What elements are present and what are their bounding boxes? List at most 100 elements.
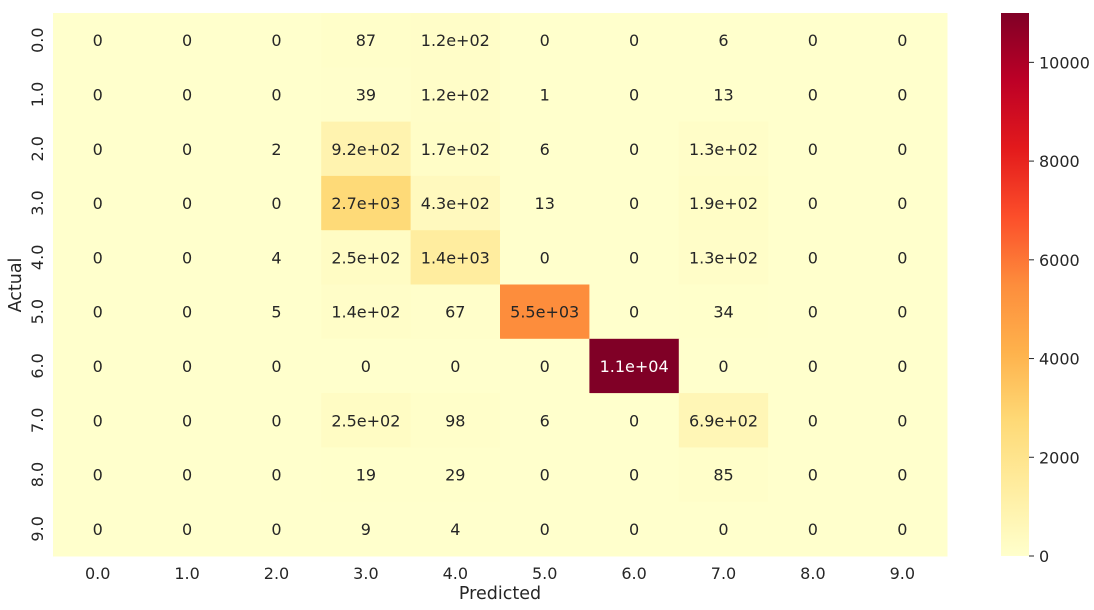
heatmap-cell-label: 0 [93, 248, 103, 267]
x-tick-label: 4.0 [443, 564, 468, 583]
heatmap-cell [142, 393, 233, 448]
heatmap-cell-label: 0 [808, 248, 818, 267]
heatmap-cell-label: 67 [445, 303, 465, 322]
heatmap-cell [410, 447, 501, 503]
heatmap-cell-label: 6 [718, 31, 728, 50]
heatmap-cell [857, 393, 948, 448]
heatmap-cell-label: 9 [361, 520, 371, 539]
heatmap-cell [410, 175, 501, 231]
heatmap-cell-label: 0 [629, 140, 639, 159]
heatmap-cell [321, 67, 412, 123]
heatmap-cell-label: 1 [540, 85, 550, 104]
heatmap-cell-label: 0 [182, 303, 192, 322]
heatmap-cell-label: 0 [897, 140, 907, 159]
heatmap-cell-label: 0 [93, 520, 103, 539]
heatmap-cell-label: 0 [182, 466, 192, 485]
heatmap-cell-label: 0 [629, 466, 639, 485]
heatmap-cell-label: 0 [271, 85, 281, 104]
y-tick-label: 2.0 [28, 136, 47, 161]
colorbar [1001, 13, 1029, 556]
heatmap-cell [142, 447, 233, 503]
heatmap-cell [53, 284, 143, 340]
heatmap-cell-label: 0 [629, 85, 639, 104]
y-tick-label: 0.0 [28, 27, 47, 52]
heatmap-cell [678, 67, 769, 123]
heatmap-cell [53, 393, 143, 448]
heatmap-cell-label: 0 [629, 520, 639, 539]
heatmap-cell-labels: 0 0 0 87 1.2e+02 0 0 6 0 0 0 0 0 39 1.2e+02 1 0 13 0 0 0 0 2 9.… [93, 31, 908, 539]
heatmap-cell-label: 0 [93, 31, 103, 50]
heatmap-cell-label: 1.1e+04 [600, 357, 669, 376]
heatmap-cell-label: 98 [445, 411, 465, 430]
heatmap-cell [321, 230, 412, 285]
heatmap-cell-label: 0 [897, 466, 907, 485]
heatmap-cell-label: 4 [271, 248, 281, 267]
heatmap-cell [768, 284, 859, 340]
heatmap-cell [321, 338, 412, 394]
heatmap-cell-label: 39 [356, 85, 376, 104]
heatmap-cell [410, 284, 501, 340]
heatmap-cell-label: 0 [808, 466, 818, 485]
heatmap-cell [142, 230, 233, 285]
x-axis-ticks: 0.0 1.0 2.0 3.0 4.0 5.0 6.0 7.0 8.0 9.0 [85, 564, 915, 583]
heatmap-cell-label: 0 [897, 520, 907, 539]
heatmap-cell-label: 0 [182, 411, 192, 430]
heatmap-cell [321, 447, 412, 503]
heatmap-cell [857, 230, 948, 285]
heatmap-cell-label: 2.5e+02 [331, 411, 400, 430]
heatmap-cell [589, 338, 680, 394]
heatmap-cell-label: 0 [271, 194, 281, 213]
heatmap-cell-label: 34 [713, 303, 733, 322]
heatmap-cell [321, 393, 412, 448]
heatmap-cell [500, 284, 590, 340]
x-tick-label: 3.0 [353, 564, 378, 583]
heatmap-cell-label: 0 [897, 194, 907, 213]
heatmap-cell [53, 175, 143, 231]
heatmap-cell [500, 501, 590, 557]
heatmap-cell-label: 0 [897, 357, 907, 376]
colorbar-tick-label: 0 [1039, 547, 1049, 566]
heatmap-cell [589, 13, 680, 68]
heatmap-cell [678, 284, 769, 340]
heatmap-cell [857, 447, 948, 503]
heatmap-cell [768, 338, 859, 394]
heatmap-cell [231, 447, 322, 503]
heatmap-cell [678, 175, 769, 231]
heatmap-cell [231, 121, 322, 177]
heatmap-cell [231, 175, 322, 231]
heatmap-cell-label: 0 [93, 466, 103, 485]
x-tick-label: 9.0 [890, 564, 915, 583]
heatmap-cell [768, 393, 859, 448]
colorbar-tick-label: 8000 [1039, 152, 1080, 171]
y-tick-label: 4.0 [28, 245, 47, 270]
heatmap-cell-label: 0 [540, 31, 550, 50]
heatmap-cell [678, 121, 769, 177]
x-tick-label: 5.0 [532, 564, 557, 583]
heatmap-cell [321, 501, 412, 557]
heatmap-cell [768, 175, 859, 231]
heatmap-cell-label: 0 [897, 31, 907, 50]
heatmap-cell [500, 393, 590, 448]
heatmap-cell [231, 13, 322, 68]
heatmap-cell [142, 501, 233, 557]
heatmap-cell [857, 338, 948, 394]
heatmap-cell [500, 230, 590, 285]
heatmap-cell-label: 0 [629, 248, 639, 267]
heatmap-cell-label: 1.3e+02 [689, 140, 758, 159]
heatmap-cell [500, 338, 590, 394]
x-tick-label: 6.0 [621, 564, 646, 583]
heatmap-cell [410, 121, 501, 177]
heatmap-cell-label: 0 [93, 140, 103, 159]
heatmap-cell-label: 1.2e+02 [421, 85, 490, 104]
heatmap-cell-label: 0 [629, 31, 639, 50]
heatmap-cell-label: 2.7e+03 [331, 194, 400, 213]
heatmap-cell-label: 0 [808, 85, 818, 104]
heatmap-cell-label: 0 [808, 520, 818, 539]
heatmap-cell-label: 5 [271, 303, 281, 322]
heatmap-cell-label: 0 [93, 194, 103, 213]
heatmap-cell-label: 4 [450, 520, 460, 539]
heatmap-cell [500, 67, 590, 123]
heatmap-cell [53, 121, 143, 177]
heatmap-cell [321, 284, 412, 340]
heatmap-cell-label: 1.4e+02 [331, 303, 400, 322]
